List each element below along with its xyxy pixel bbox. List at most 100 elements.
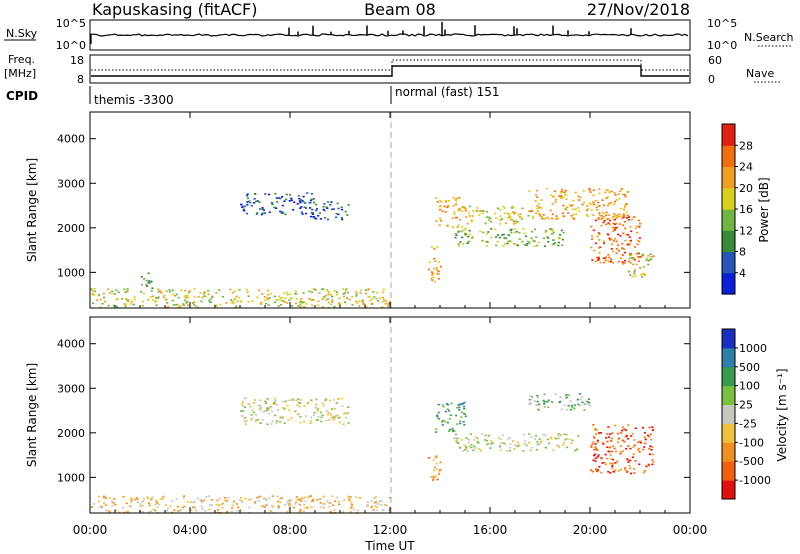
heatmap-cell (252, 402, 255, 404)
heatmap-cell (317, 304, 320, 307)
heatmap-cell (303, 305, 306, 308)
heatmap-cell (503, 237, 506, 239)
heatmap-cell (467, 441, 470, 444)
heatmap-cell (271, 410, 274, 413)
heatmap-cell (249, 498, 252, 501)
heatmap-cell (629, 226, 632, 228)
heatmap-cell (476, 207, 479, 209)
heatmap-cell (264, 400, 267, 403)
heatmap-cell (491, 442, 494, 444)
heatmap-cell (601, 199, 604, 201)
colorbar-tick-label: 1000 (739, 342, 767, 355)
noise-left-label: N.Sky (6, 27, 38, 40)
heatmap-cell (472, 449, 475, 452)
heatmap-cell (505, 450, 509, 452)
heatmap-cell (544, 231, 547, 234)
heatmap-cell (246, 197, 250, 200)
noise-sky-trace (90, 33, 689, 44)
heatmap-cell (330, 294, 333, 296)
heatmap-cell (623, 251, 627, 254)
heatmap-cell (90, 506, 94, 508)
heatmap-cell (345, 288, 348, 290)
heatmap-cell (165, 298, 168, 301)
heatmap-cell (536, 207, 539, 210)
heatmap-cell (574, 191, 577, 194)
heatmap-cell (233, 290, 236, 293)
heatmap-cell (567, 212, 570, 214)
heatmap-cell (92, 302, 95, 304)
heatmap-cell (156, 506, 159, 508)
heatmap-cell (97, 500, 100, 503)
heatmap-cell (346, 297, 349, 299)
heatmap-cell (614, 424, 617, 427)
heatmap-cell (651, 459, 654, 461)
heatmap-cell (279, 497, 282, 500)
heatmap-cell (473, 439, 476, 441)
heatmap-cell (607, 436, 611, 438)
heatmap-cell (528, 190, 531, 192)
heatmap-cell (523, 244, 526, 246)
colorbar-tick-label: -1000 (739, 474, 771, 487)
heatmap-cell (290, 305, 293, 307)
heatmap-cell (611, 432, 614, 434)
heatmap-cell (533, 245, 536, 247)
heatmap-cell (620, 207, 623, 210)
heatmap-cell (250, 414, 253, 416)
heatmap-cell (251, 409, 254, 412)
heatmap-cell (332, 415, 335, 418)
heatmap-cell (608, 214, 611, 216)
heatmap-cell (157, 297, 160, 299)
heatmap-cell (605, 211, 608, 214)
heatmap-cell (382, 288, 385, 291)
heatmap-cell (450, 402, 453, 405)
heatmap-cell (246, 194, 249, 197)
heatmap-cell (311, 499, 314, 502)
heatmap-cell (489, 447, 492, 449)
heatmap-cell (277, 500, 280, 503)
heatmap-cell (621, 261, 624, 263)
heatmap-cell (300, 297, 303, 300)
heatmap-cell (232, 302, 235, 304)
heatmap-cell (597, 454, 600, 456)
heatmap-cell (577, 195, 580, 197)
heatmap-cell (480, 433, 484, 436)
heatmap-cell (323, 296, 326, 299)
heatmap-cell (577, 403, 580, 406)
heatmap-cell (208, 300, 211, 302)
heatmap-cell (430, 271, 433, 273)
heatmap-cell (322, 503, 325, 505)
colorbar-swatch (722, 272, 735, 295)
heatmap-cell (567, 404, 570, 407)
heatmap-cell (645, 257, 648, 260)
heatmap-cell (651, 453, 654, 456)
heatmap-cell (513, 223, 516, 225)
heatmap-cell (485, 216, 488, 218)
heatmap-cell (637, 260, 640, 263)
heatmap-cell (627, 234, 630, 236)
heatmap-cell (102, 502, 106, 504)
heatmap-cell (299, 508, 302, 511)
heatmap-cell (641, 253, 644, 256)
heatmap-cell (216, 499, 219, 502)
heatmap-cell (326, 201, 330, 203)
heatmap-cell (631, 257, 634, 259)
heatmap-cell (604, 256, 608, 259)
heatmap-cell (602, 461, 606, 464)
heatmap-cell (568, 438, 571, 441)
heatmap-cell (319, 218, 322, 220)
heatmap-cell (271, 495, 274, 497)
heatmap-cell (619, 190, 622, 193)
heatmap-cell (299, 207, 302, 209)
heatmap-cell (268, 412, 271, 415)
heatmap-cell (622, 450, 625, 452)
heatmap-cell (268, 408, 271, 410)
heatmap-cell (551, 213, 555, 216)
heatmap-cell (507, 217, 510, 219)
heatmap-cell (270, 423, 273, 425)
heatmap-cell (570, 205, 573, 207)
heatmap-cell (638, 451, 641, 453)
heatmap-cell (623, 262, 626, 264)
heatmap-cell (588, 202, 591, 204)
